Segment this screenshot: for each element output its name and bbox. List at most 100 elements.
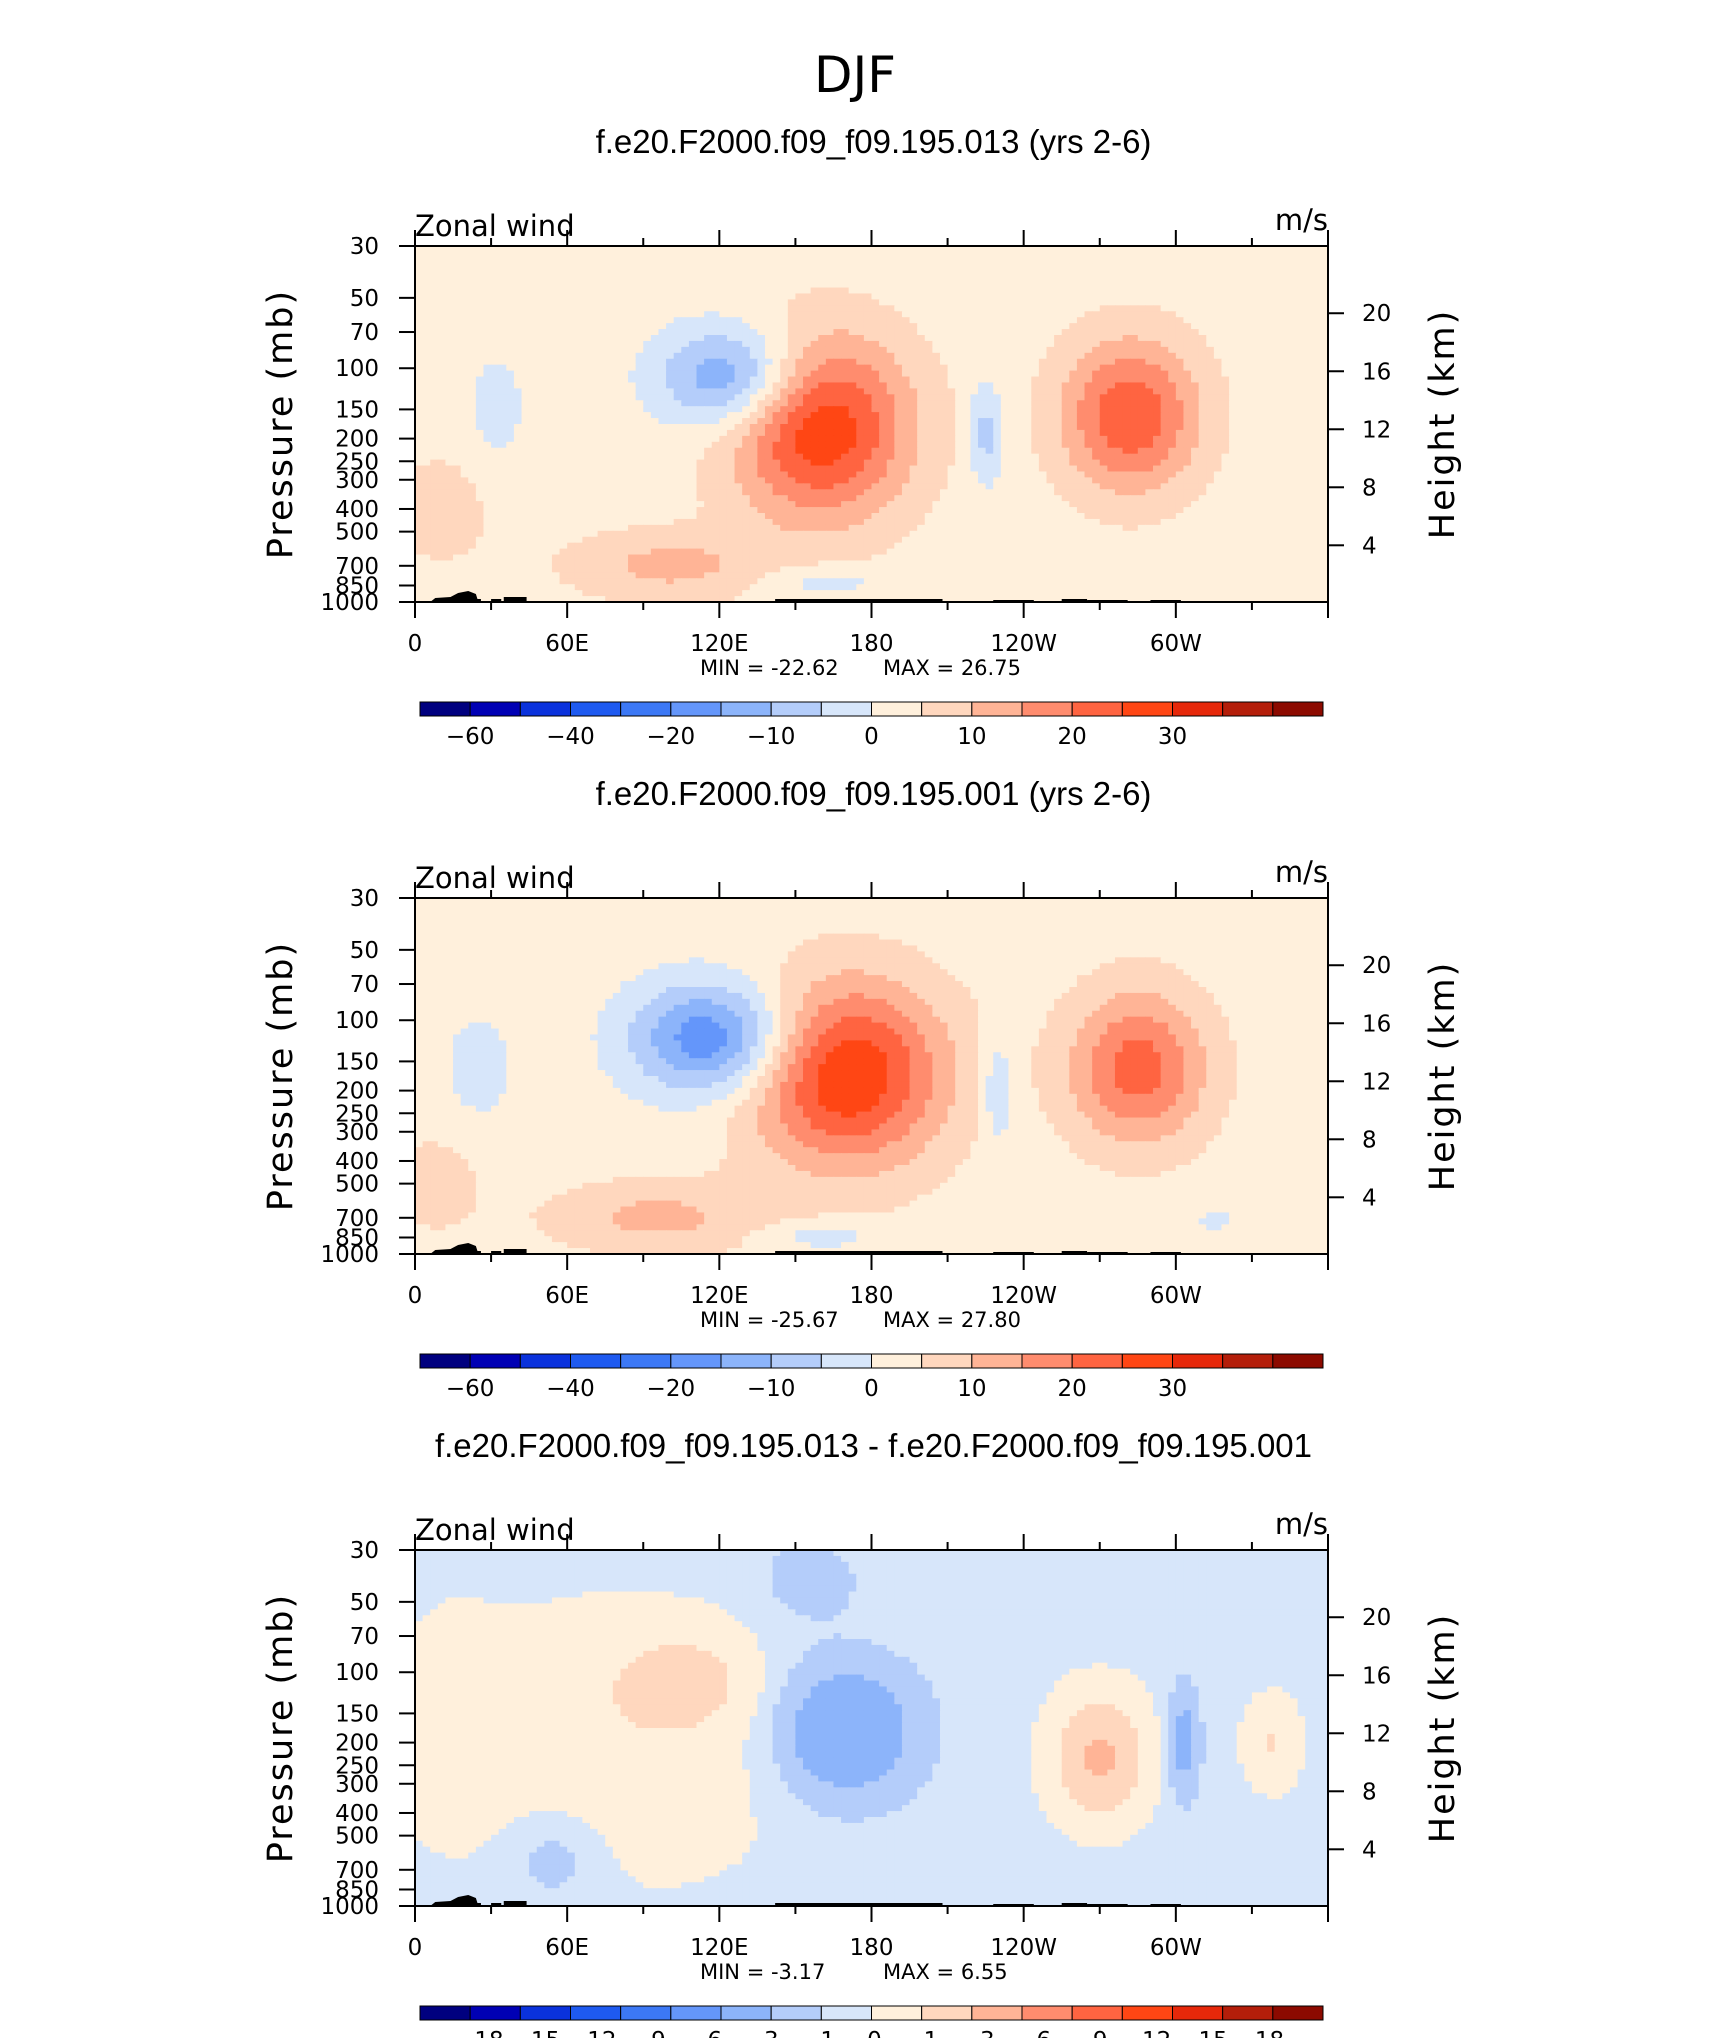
field-cell [735, 335, 743, 342]
field-cell [575, 288, 583, 295]
field-cell [1275, 311, 1283, 318]
field-cell [818, 371, 826, 378]
field-cell [773, 293, 781, 300]
field-cell [636, 264, 644, 271]
field-cell [590, 252, 598, 259]
field-cell [1123, 430, 1131, 437]
field-cell [1267, 460, 1275, 467]
field-cell [453, 305, 461, 312]
field-cell [529, 341, 537, 348]
field-cell [727, 270, 735, 277]
field-cell [651, 276, 659, 283]
field-cell [712, 317, 720, 324]
field-cell [681, 442, 689, 449]
field-cell [1267, 323, 1275, 330]
field-cell [1161, 335, 1169, 342]
field-cell [1115, 424, 1123, 431]
field-cell [963, 442, 971, 449]
field-cell [575, 377, 583, 384]
field-cell [697, 282, 705, 289]
field-cell [483, 406, 491, 413]
field-cell [514, 341, 522, 348]
field-cell [605, 305, 613, 312]
field-cell [970, 430, 978, 437]
field-cell [940, 282, 948, 289]
field-cell [438, 258, 446, 265]
field-cell [970, 317, 978, 324]
field-cell [1130, 382, 1138, 389]
field-cell [1214, 454, 1222, 461]
field-cell [522, 365, 530, 372]
field-cell [1214, 483, 1222, 490]
field-cell [423, 347, 431, 354]
field-cell [1069, 258, 1077, 265]
field-cell [1145, 371, 1153, 378]
field-cell [826, 430, 834, 437]
field-cell [552, 400, 560, 407]
field-cell [712, 388, 720, 395]
field-cell [864, 353, 872, 360]
field-cell [430, 436, 438, 443]
field-cell [605, 412, 613, 419]
field-cell [826, 329, 834, 336]
field-cell [795, 442, 803, 449]
field-cell [1145, 400, 1153, 407]
field-cell [506, 489, 514, 496]
field-cell [902, 436, 910, 443]
field-cell [643, 311, 651, 318]
field-cell [1069, 466, 1077, 473]
field-cell [826, 293, 834, 300]
field-cell [963, 359, 971, 366]
field-cell [1092, 412, 1100, 419]
field-cell [1290, 430, 1298, 437]
field-cell [1221, 276, 1229, 283]
field-cell [993, 394, 1001, 401]
field-cell [856, 483, 864, 490]
field-cell [1221, 377, 1229, 384]
field-cell [613, 252, 621, 259]
field-cell [1039, 258, 1047, 265]
field-cell [932, 406, 940, 413]
field-cell [1069, 317, 1077, 324]
field-cell [476, 276, 484, 283]
field-cell [1252, 270, 1260, 277]
field-cell [727, 400, 735, 407]
field-cell [582, 466, 590, 473]
field-cell [483, 454, 491, 461]
field-cell [1229, 299, 1237, 306]
field-cell [818, 418, 826, 425]
field-cell [658, 270, 666, 277]
field-cell [681, 424, 689, 431]
field-cell [529, 436, 537, 443]
field-cell [499, 454, 507, 461]
field-cell [620, 477, 628, 484]
field-cell [1123, 282, 1131, 289]
field-cell [932, 323, 940, 330]
field-cell [1008, 299, 1016, 306]
field-cell [765, 371, 773, 378]
field-cell [666, 436, 674, 443]
field-cell [902, 288, 910, 295]
field-cell [872, 436, 880, 443]
field-cell [567, 347, 575, 354]
field-cell [1275, 388, 1283, 395]
field-cell [1054, 353, 1062, 360]
field-cell [750, 382, 758, 389]
field-cell [544, 329, 552, 336]
field-cell [811, 323, 819, 330]
field-cell [750, 371, 758, 378]
field-cell [955, 305, 963, 312]
field-cell [1298, 394, 1306, 401]
field-cell [1115, 418, 1123, 425]
field-cell [491, 329, 499, 336]
field-cell [765, 270, 773, 277]
field-cell [894, 424, 902, 431]
field-cell [1039, 430, 1047, 437]
field-cell [879, 305, 887, 312]
field-cell [468, 477, 476, 484]
field-cell [811, 299, 819, 306]
field-cell [1039, 424, 1047, 431]
field-cell [1298, 466, 1306, 473]
field-cell [666, 270, 674, 277]
field-cell [894, 442, 902, 449]
